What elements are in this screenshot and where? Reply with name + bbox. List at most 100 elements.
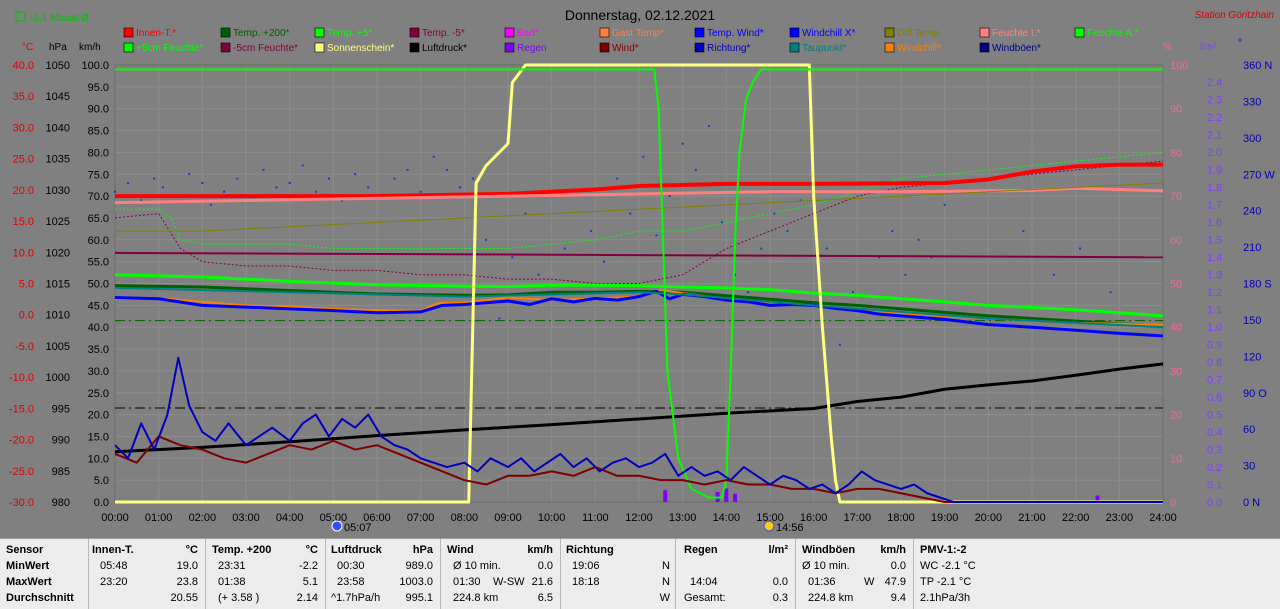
wind-min-label: Ø 10 min. [453,560,501,572]
wind-max-time: 01:30 [453,576,481,588]
rain-tick-label: 1.6 [1207,217,1222,229]
stats-divider [88,539,89,609]
scatter-point [629,212,632,215]
pct-tick-label: 70 [1170,191,1182,203]
scatter-point [341,199,344,202]
dir-tick-label: 90 O [1243,388,1267,400]
pct-tick-label: 10 [1170,453,1182,465]
series-line [115,162,1163,199]
pressure-tick-label: 1050 [46,60,70,72]
rain-bar [663,490,668,502]
windboeen-min-label: Ø 10 min. [802,560,850,572]
wind-name: Wind [447,544,474,556]
pct-tick-label: 60 [1170,235,1182,247]
legend-swatch [409,27,420,38]
stats-windboeen-col: Windböen km/h Ø 10 min. 0.0 01:36 W 47.9… [802,539,908,609]
temp-tick-label: -25.0 [9,466,34,478]
legend-label: -5cm Feuchte* [233,43,298,54]
speed-axis-unit: km/h [79,42,101,53]
speed-tick-label: 75.0 [88,169,109,181]
sunset-time: 14:56 [776,522,804,534]
legend-label: +5cm Feuchte* [136,43,204,54]
wind-unit: km/h [527,544,553,556]
speed-tick-label: 80.0 [88,147,109,159]
pressure-tick-label: 1000 [46,372,70,384]
x-tick-label: 08:00 [451,512,479,524]
dir-tick-label: 0 N [1243,497,1260,509]
stats-divider [795,539,796,609]
x-tick-label: 21:00 [1018,512,1046,524]
scatter-point [301,164,304,167]
legend-label: Bad* [517,28,539,39]
x-tick-label: 12:00 [625,512,653,524]
dir-tick-label: 270 W [1243,169,1275,181]
stats-divider [205,539,206,609]
wind-max-dir: W-SW [493,576,525,588]
temp200-min-time: 23:31 [218,560,246,572]
stats-regen-col: Regen l/m² 14:04 0.0 Gesamt: 0.3 [684,539,790,609]
x-tick-label: 15:00 [756,512,784,524]
legend-label: Windböen* [992,43,1041,54]
pressure-tick-label: 995 [52,403,70,415]
scatter-point [603,260,606,263]
luftdruck-min-val: 989.0 [405,560,433,572]
speed-tick-label: 95.0 [88,82,109,94]
scatter-point [1052,273,1055,276]
scatter-point [262,168,265,171]
x-tick-label: 00:00 [101,512,129,524]
rain-tick-label: 1.1 [1207,305,1222,317]
rain-tick-label: 0.1 [1207,480,1222,492]
legend-swatch [314,27,325,38]
x-tick-label: 07:00 [407,512,435,524]
scatter-point [1022,230,1025,233]
rain-tick-label: 1.7 [1207,200,1222,212]
richtung-min-val: N [662,560,670,572]
temp-tick-label: -15.0 [9,403,34,415]
scatter-point [210,203,213,206]
stats-pmv-col: PMV-1:-2 WC -2.1 °C TP -2.1 °C 2.1hPa/3h [920,539,1040,609]
scatter-point [393,177,396,180]
luftdruck-max-val: 1003.0 [399,576,433,588]
x-tick-label: 06:00 [363,512,391,524]
temp200-name: Temp. +200 [212,544,272,556]
scatter-point [642,155,645,158]
stats-luftdruck-col: Luftdruck hPa 00:30 989.0 23:58 1003.0 ^… [331,539,437,609]
chart-background [0,0,1280,538]
richtung-avg: W [659,592,670,604]
stats-divider [560,539,561,609]
stats-temp200-col: Temp. +200 °C 23:31 -2.2 01:38 5.1 (+ 3.… [212,539,322,609]
scatter-point [707,125,710,128]
rain-tick-label: 1.5 [1207,235,1222,247]
pressure-tick-label: 1010 [46,310,70,322]
pressure-tick-label: 1035 [46,154,70,166]
richtung-name: Richtung [566,544,614,556]
luftdruck-unit: hPa [412,544,433,556]
scatter-point [825,247,828,250]
rain-bar [1095,495,1100,502]
rain-tick-label: 1.3 [1207,270,1222,282]
speed-tick-label: 65.0 [88,213,109,225]
legend-label: Temp. +200* [233,28,290,39]
legend-swatch [220,42,231,53]
x-tick-label: 18:00 [887,512,915,524]
scatter-point [314,190,317,193]
pressure-axis-unit: hPa [49,42,67,53]
scatter-point [668,195,671,198]
pressure-tick-label: 1030 [46,185,70,197]
innen-name: Innen-T. [92,544,134,556]
temp200-max-time: 01:38 [218,576,246,588]
scatter-point [734,273,737,276]
scatter-point [367,186,370,189]
legend-swatch [504,42,515,53]
pmv-windchill: WC -2.1 °C [920,560,976,572]
temp-tick-label: 35.0 [13,91,34,103]
x-tick-label: 14:00 [713,512,741,524]
temp200-avg: 2.14 [296,592,318,604]
scatter-point [288,181,291,184]
rain-tick-label: 0.3 [1207,445,1222,457]
x-tick-label: 23:00 [1106,512,1134,524]
x-tick-label: 13:00 [669,512,697,524]
scatter-point [223,190,226,193]
time-marker-sunset: 14:56 [763,520,804,534]
